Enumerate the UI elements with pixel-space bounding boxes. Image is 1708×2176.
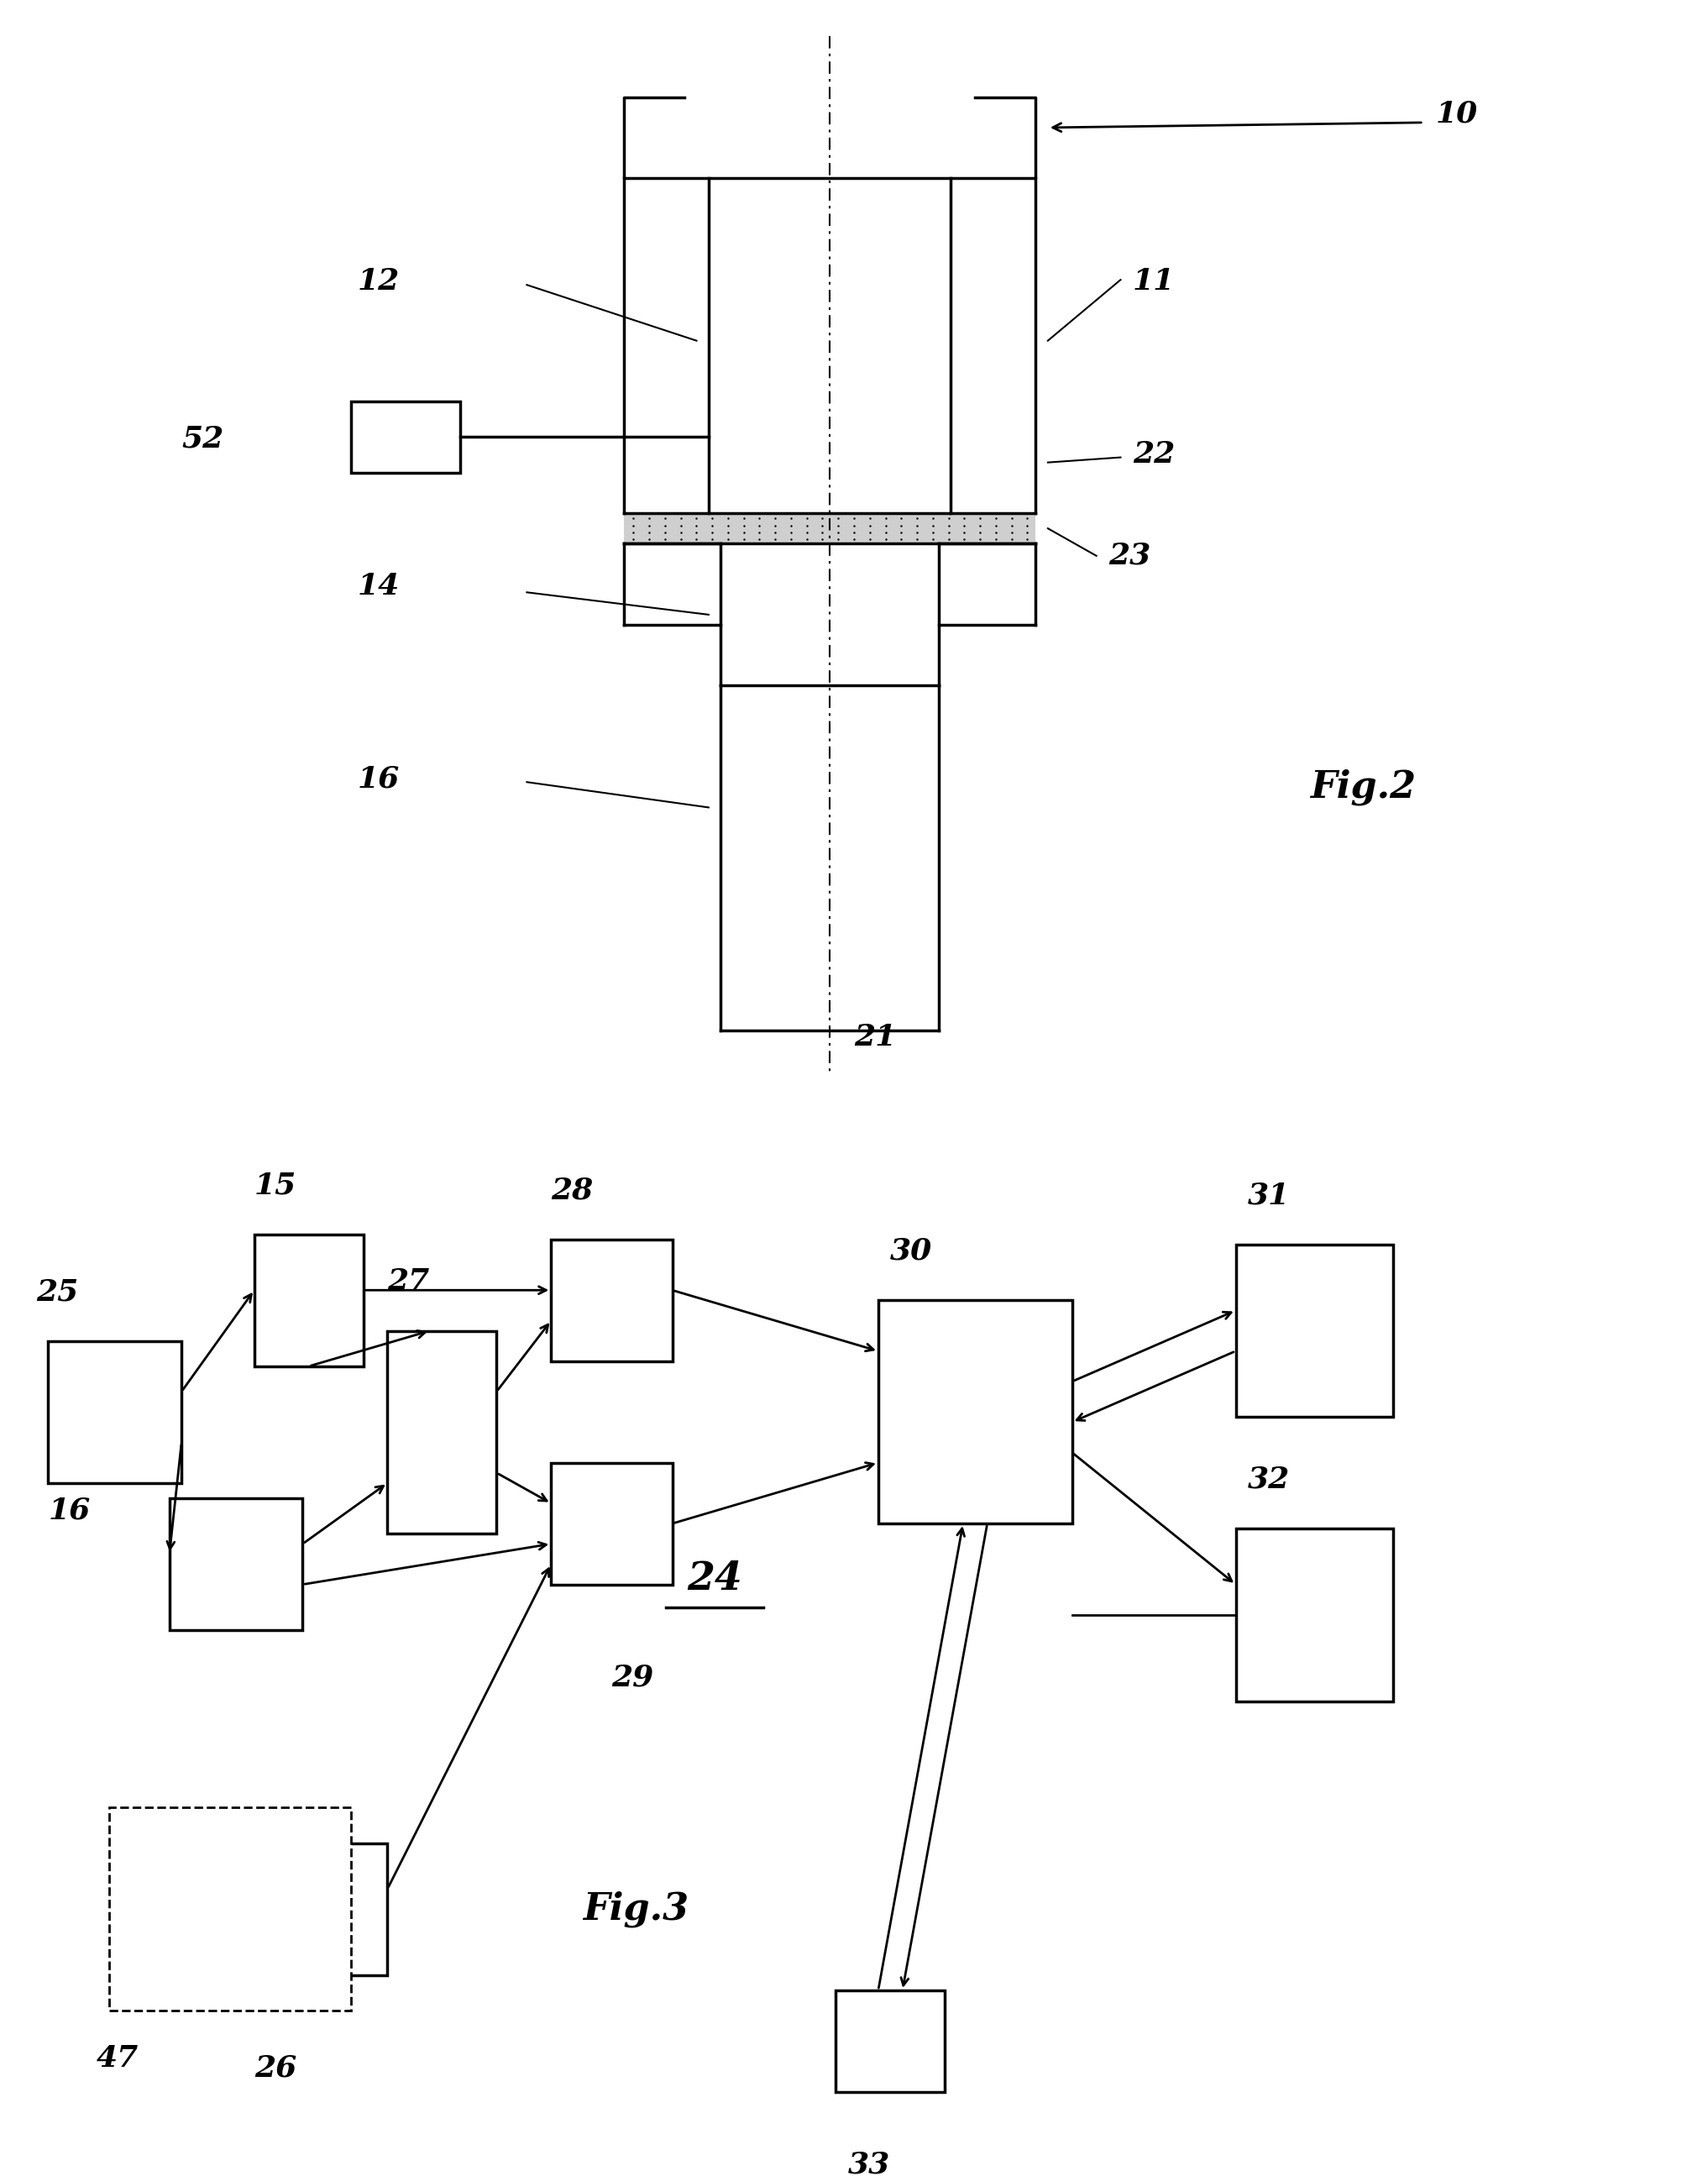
Text: 52: 52 [181,424,224,453]
Text: 31: 31 [1249,1182,1290,1210]
Bar [48,1340,181,1484]
Text: 30: 30 [890,1238,933,1266]
Text: 25: 25 [36,1277,79,1306]
Text: 16: 16 [357,764,400,792]
Bar [1235,1245,1394,1417]
Bar [552,1462,673,1584]
Text: 23: 23 [1108,542,1151,570]
Text: 26: 26 [254,2054,297,2082]
Bar [1235,1528,1394,1702]
Text: 29: 29 [611,1662,654,1691]
Bar [169,1499,302,1630]
Text: 33: 33 [847,2150,890,2176]
Bar [109,1808,352,2011]
Bar [835,1991,945,2091]
Text: 28: 28 [552,1177,593,1206]
Text: 32: 32 [1249,1464,1290,1495]
Text: Fig.3: Fig.3 [582,1891,688,1928]
Text: 47: 47 [97,2043,138,2072]
Text: 15: 15 [254,1171,297,1199]
Bar [388,1332,497,1534]
Text: 16: 16 [48,1495,91,1525]
Text: 21: 21 [854,1023,897,1051]
Bar [254,1843,388,1976]
Text: 11: 11 [1132,268,1175,296]
Text: 12: 12 [357,268,400,296]
Bar [352,403,459,472]
Bar [878,1301,1073,1523]
Bar [623,514,1035,544]
Text: 27: 27 [388,1266,430,1297]
Text: Fig.2: Fig.2 [1310,768,1416,805]
Text: 24: 24 [687,1560,743,1597]
Text: 10: 10 [1436,100,1477,128]
Bar [254,1234,364,1367]
Text: 14: 14 [357,572,400,601]
Text: 22: 22 [1132,440,1175,468]
Bar [552,1240,673,1362]
